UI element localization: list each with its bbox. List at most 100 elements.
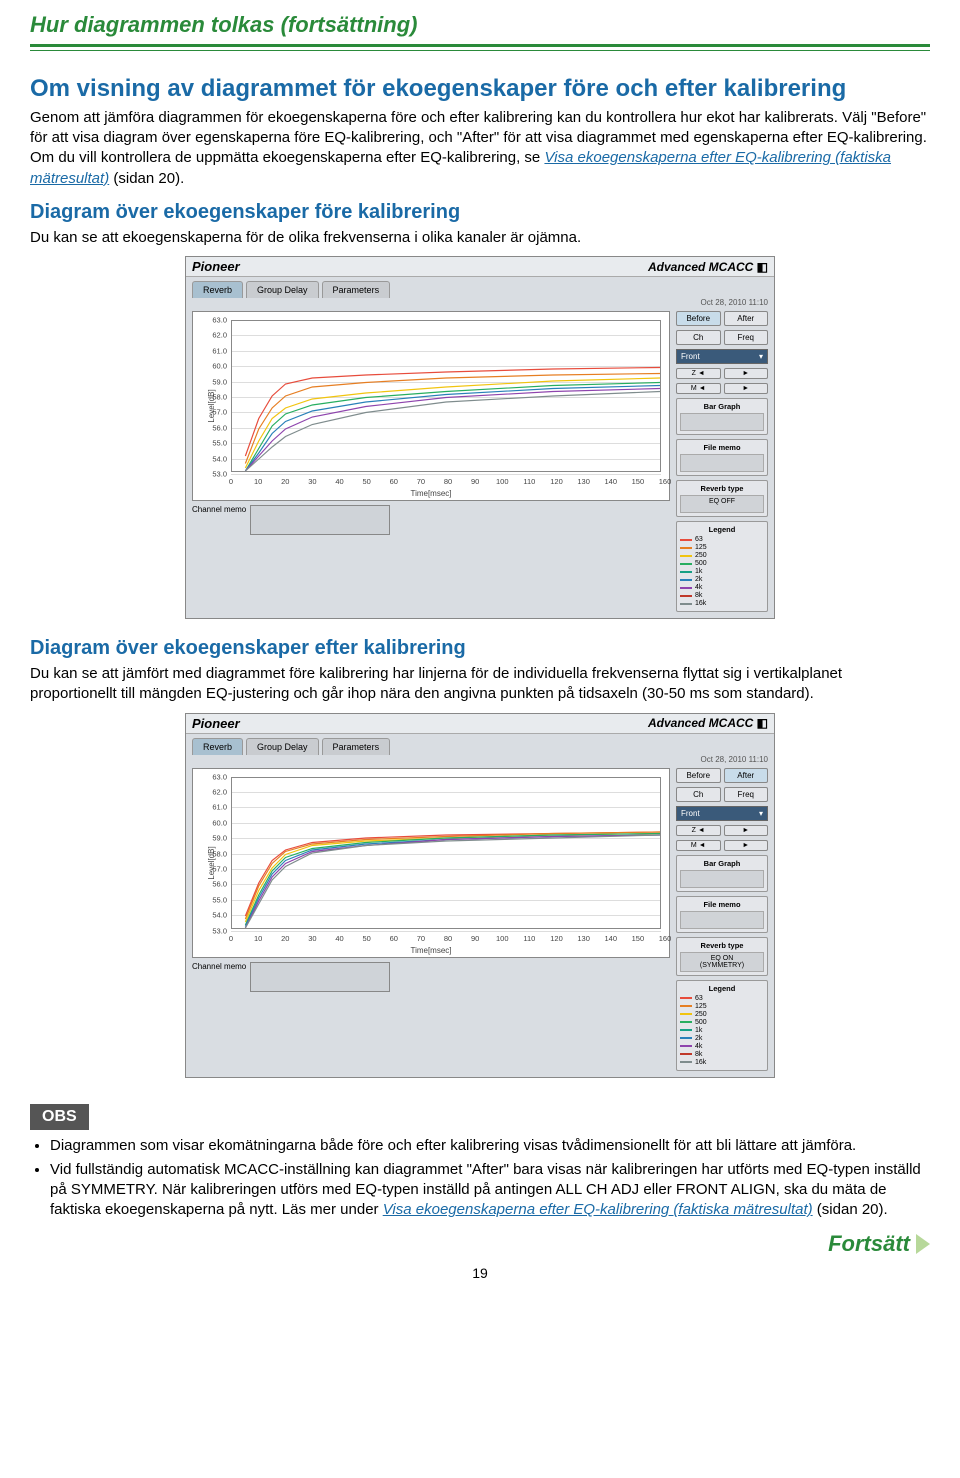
chart-svg: [232, 778, 660, 928]
xtick: 20: [281, 934, 289, 943]
legend-item: 125: [680, 544, 764, 551]
chart-plot-area: [231, 320, 661, 472]
xtick: 140: [604, 477, 617, 486]
legend-item: 16k: [680, 1059, 764, 1066]
dropdown-value: Front: [681, 352, 700, 361]
ytick: 56.0: [193, 423, 227, 432]
screenshot-before: Pioneer Advanced MCACC ◧ReverbGroup Dela…: [30, 256, 930, 619]
move-m-right-button[interactable]: ►: [724, 840, 769, 851]
channel-memo-box: [250, 505, 390, 535]
after-button[interactable]: After: [724, 768, 769, 783]
xtick: 70: [417, 477, 425, 486]
legend-swatch: [680, 603, 692, 605]
zoom-z-right-button[interactable]: ►: [724, 825, 769, 836]
ytick: 56.0: [193, 880, 227, 889]
bar-graph-panel: Bar Graph: [676, 855, 768, 892]
reverb-type-label: Reverb type: [680, 941, 764, 950]
ch-button[interactable]: Ch: [676, 787, 721, 802]
tab-parameters[interactable]: Parameters: [322, 281, 391, 298]
legend-panel: Legend631252505001k2k4k8k16k: [676, 980, 768, 1071]
legend-swatch: [680, 1045, 692, 1047]
legend-swatch: [680, 1013, 692, 1015]
legend-text: 2k: [695, 1035, 702, 1042]
series-line: [245, 835, 660, 928]
legend-swatch: [680, 1029, 692, 1031]
legend-text: 500: [695, 560, 707, 567]
channel-memo-box: [250, 962, 390, 992]
legend-text: 1k: [695, 1027, 702, 1034]
reverb-type-label: Reverb type: [680, 484, 764, 493]
app-titlebar: Pioneer Advanced MCACC ◧: [186, 257, 774, 277]
ytick: 62.0: [193, 787, 227, 796]
zoom-z-right-button[interactable]: ►: [724, 368, 769, 379]
legend-item: 2k: [680, 1035, 764, 1042]
xtick: 20: [281, 477, 289, 486]
legend-text: 125: [695, 1003, 707, 1010]
xtick: 110: [523, 477, 535, 486]
app-title-right: Advanced MCACC ◧: [648, 716, 768, 730]
section1-link-suffix: (sidan 20).: [109, 170, 184, 187]
channel-dropdown[interactable]: Front▾: [676, 349, 768, 364]
legend-swatch: [680, 997, 692, 999]
freq-button[interactable]: Freq: [724, 787, 769, 802]
legend-swatch: [680, 539, 692, 541]
xtick: 10: [254, 934, 262, 943]
series-line: [245, 835, 660, 927]
app-date: Oct 28, 2010 11:10: [186, 755, 774, 764]
file-memo-panel: File memo: [676, 439, 768, 476]
ytick: 59.0: [193, 834, 227, 843]
brand-label: Pioneer: [192, 259, 240, 274]
tab-parameters[interactable]: Parameters: [322, 738, 391, 755]
tab-group-delay[interactable]: Group Delay: [246, 281, 319, 298]
legend-item: 500: [680, 560, 764, 567]
screenshot-after: Pioneer Advanced MCACC ◧ ReverbGroup Dela…: [30, 713, 930, 1078]
xtick: 90: [471, 934, 479, 943]
ytick: 55.0: [193, 895, 227, 904]
series-line: [245, 833, 660, 922]
page-header: Hur diagrammen tolkas (fortsättning): [30, 0, 930, 47]
series-line: [245, 835, 660, 928]
tab-reverb[interactable]: Reverb: [192, 281, 243, 298]
move-m-right-button[interactable]: ►: [724, 383, 769, 394]
legend-text: 8k: [695, 1051, 702, 1058]
before-button[interactable]: Before: [676, 768, 721, 783]
section2-title: Diagram över ekoegenskaper före kalibrer…: [30, 201, 930, 224]
app-body: 63.062.061.060.059.058.057.056.055.054.0…: [186, 764, 774, 1077]
freq-button[interactable]: Freq: [724, 330, 769, 345]
move-m-button[interactable]: M ◄: [676, 840, 721, 851]
xlabel: Time[msec]: [410, 946, 451, 955]
legend-text: 4k: [695, 584, 702, 591]
bar-graph-panel: Bar Graph: [676, 398, 768, 435]
legend-text: 63: [695, 536, 703, 543]
app-date: Oct 28, 2010 11:10: [186, 298, 774, 307]
channel-dropdown[interactable]: Front▾: [676, 806, 768, 821]
after-button[interactable]: After: [724, 311, 769, 326]
xtick: 30: [308, 477, 316, 486]
zoom-z-button[interactable]: Z ◄: [676, 368, 721, 379]
legend-swatch: [680, 571, 692, 573]
xtick: 160: [659, 934, 672, 943]
xtick: 40: [335, 934, 343, 943]
chart-column: 63.062.061.060.059.058.057.056.055.054.0…: [192, 768, 670, 1071]
before-button[interactable]: Before: [676, 311, 721, 326]
obs-item-2: Vid fullständig automatisk MCACC-inställ…: [50, 1160, 930, 1221]
ytick: 54.0: [193, 911, 227, 920]
legend-text: 63: [695, 995, 703, 1002]
tab-reverb[interactable]: Reverb: [192, 738, 243, 755]
ch-button[interactable]: Ch: [676, 330, 721, 345]
app-titlebar: Pioneer Advanced MCACC ◧: [186, 714, 774, 734]
obs-link[interactable]: Visa ekoegenskaperna efter EQ-kalibrerin…: [383, 1201, 813, 1218]
app-tabs: ReverbGroup DelayParameters: [186, 277, 774, 298]
reverb-type-panel: Reverb typeEQ OFF: [676, 480, 768, 517]
reverb-type-panel: Reverb typeEQ ON (SYMMETRY): [676, 937, 768, 976]
zoom-z-button[interactable]: Z ◄: [676, 825, 721, 836]
xtick: 100: [496, 934, 509, 943]
ylabel: Level[dB]: [207, 846, 216, 879]
move-m-button[interactable]: M ◄: [676, 383, 721, 394]
file-memo-body: [680, 454, 764, 472]
ytick: 59.0: [193, 377, 227, 386]
legend-text: 125: [695, 544, 707, 551]
legend-swatch: [680, 563, 692, 565]
xtick: 120: [550, 477, 563, 486]
tab-group-delay[interactable]: Group Delay: [246, 738, 319, 755]
